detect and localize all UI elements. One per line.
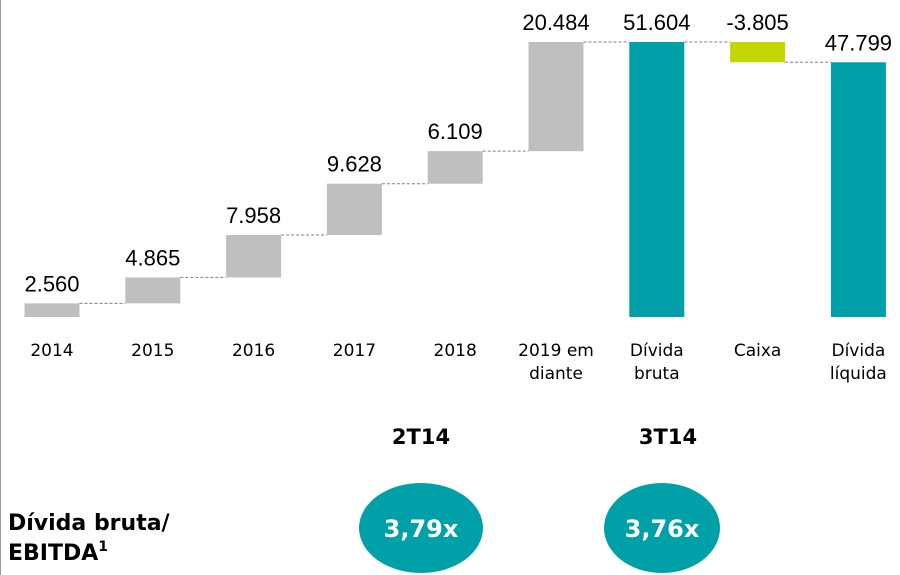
value-label: -3.805	[726, 10, 788, 35]
period-label: 2T14	[392, 425, 450, 449]
ratio-label: Dívida bruta/	[8, 511, 171, 536]
ratio-bubble	[359, 483, 483, 573]
ratio-bubble	[604, 483, 720, 573]
x-tick-label: 2015	[131, 341, 175, 361]
x-tick-label: Dívida bruta	[629, 341, 684, 384]
bar	[730, 42, 786, 63]
x-tick-label: 2014	[30, 341, 74, 361]
x-tick-label: Caixa	[733, 341, 782, 361]
bar	[326, 183, 382, 236]
x-tick-label: 2016	[231, 341, 276, 361]
value-label: 47.799	[825, 30, 892, 55]
value-label: 20.484	[522, 10, 589, 35]
ratio-value: 3,76x	[625, 515, 700, 543]
x-tick-label: 2019 em diante	[518, 341, 594, 384]
value-label: 6.109	[428, 119, 483, 144]
footnote-mark: 1	[98, 539, 108, 555]
value-label: 9.628	[327, 152, 382, 177]
value-label: 51.604	[623, 10, 690, 35]
bar	[427, 151, 483, 184]
ratio-label: EBITDA	[8, 541, 98, 566]
bar	[125, 277, 181, 304]
bar	[24, 303, 80, 317]
x-tick-label: 2017	[332, 341, 377, 361]
x-tick-label: 2018	[433, 341, 477, 361]
x-tick-label: Dívida líquida	[829, 341, 887, 384]
bar	[226, 235, 282, 278]
value-label: 2.560	[24, 271, 79, 296]
ratio-label: EBITDA1	[8, 539, 108, 566]
period-label: 3T14	[639, 425, 697, 449]
ratio-value: 3,79x	[384, 515, 459, 543]
bar	[629, 42, 685, 317]
bar	[830, 62, 886, 318]
value-label: 7.958	[226, 203, 281, 228]
value-label: 4.865	[125, 245, 180, 270]
bar	[528, 42, 584, 152]
